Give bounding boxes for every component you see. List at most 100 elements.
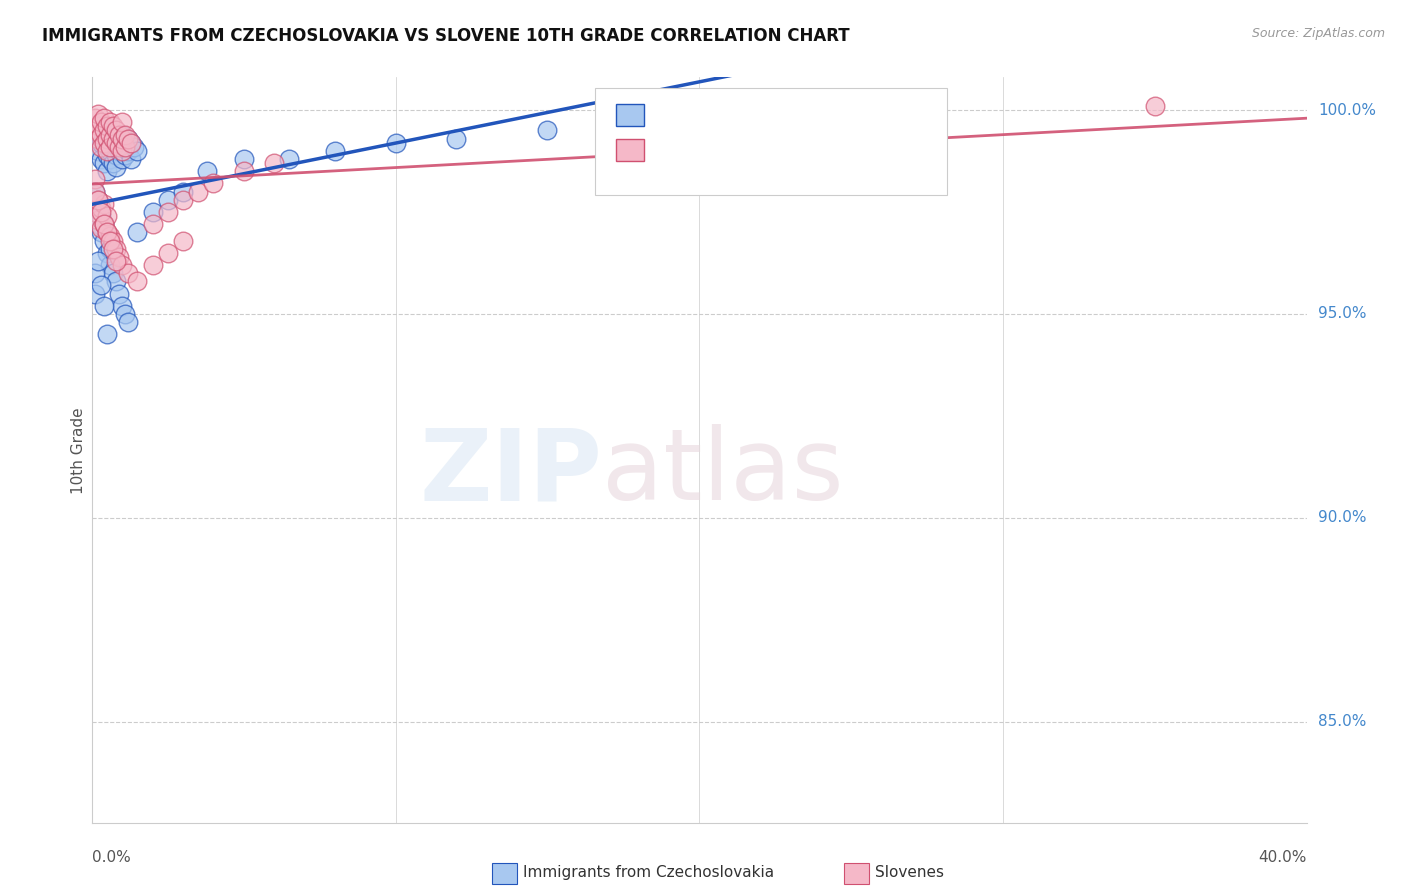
Point [87,193,110,207]
Point [98,242,121,256]
Point [83,185,105,199]
Point [93,217,115,231]
Point [93,123,115,137]
Point [195,164,218,178]
Point [98,128,121,142]
Point [120,152,142,166]
Point [111,144,134,158]
Point [105,242,128,256]
Point [111,128,134,142]
Text: Source: ZipAtlas.com: Source: ZipAtlas.com [1251,27,1385,40]
Point [93,217,115,231]
Point [120,136,142,150]
Point [96,245,118,260]
Point [108,131,131,145]
Point [98,140,121,154]
Point [111,299,134,313]
Point [96,209,118,223]
Point [87,131,110,145]
Point [83,123,105,137]
Point [117,144,139,158]
Point [323,144,346,158]
Point [101,128,124,142]
Point [536,123,558,137]
Point [111,152,134,166]
Point [232,164,254,178]
Point [98,115,121,129]
Point [114,148,136,162]
Point [98,234,121,248]
Point [96,144,118,158]
Point [156,245,179,260]
Point [83,112,105,126]
Point [114,136,136,150]
Point [96,327,118,342]
Point [141,258,163,272]
Point [127,144,149,158]
Text: R = 0.627   N = 66: R = 0.627 N = 66 [655,141,839,160]
Point [232,152,254,166]
Point [278,152,301,166]
Point [101,234,124,248]
Text: IMMIGRANTS FROM CZECHOSLOVAKIA VS SLOVENE 10TH GRADE CORRELATION CHART: IMMIGRANTS FROM CZECHOSLOVAKIA VS SLOVEN… [42,27,849,45]
Point [114,307,136,321]
Point [101,266,124,280]
Text: atlas: atlas [602,425,844,521]
Point [108,144,131,158]
Point [93,112,115,126]
Point [96,140,118,154]
Point [96,148,118,162]
Point [111,131,134,145]
Point [108,286,131,301]
Point [120,136,142,150]
Point [93,299,115,313]
Point [87,144,110,158]
Point [105,253,128,268]
Point [202,177,225,191]
Text: Immigrants from Czechoslovakia: Immigrants from Czechoslovakia [523,865,775,880]
Point [105,136,128,150]
Point [111,140,134,154]
Point [96,131,118,145]
Text: R = 0.294   N = 65: R = 0.294 N = 65 [655,105,839,124]
Point [187,185,209,199]
Point [96,225,118,239]
Point [101,242,124,256]
Point [98,152,121,166]
Point [105,136,128,150]
Point [105,148,128,162]
Point [90,140,112,154]
Point [90,152,112,166]
Point [124,140,146,154]
Point [98,258,121,272]
Point [111,258,134,272]
Point [105,160,128,174]
Point [93,196,115,211]
Point [90,115,112,129]
Point [108,128,131,142]
Point [83,205,105,219]
Point [98,131,121,145]
Point [87,217,110,231]
Point [101,120,124,134]
Point [98,229,121,244]
Point [90,221,112,235]
Point [105,274,128,288]
Point [101,140,124,154]
Point [90,225,112,239]
Point [96,225,118,239]
Point [83,286,105,301]
Point [83,185,105,199]
Point [127,225,149,239]
Point [117,315,139,329]
Point [96,164,118,178]
Point [93,234,115,248]
Point [156,205,179,219]
Point [172,185,194,199]
Point [1143,99,1166,113]
Point [156,193,179,207]
Point [141,217,163,231]
Point [127,274,149,288]
Text: ZIP: ZIP [419,425,602,521]
Point [83,172,105,186]
